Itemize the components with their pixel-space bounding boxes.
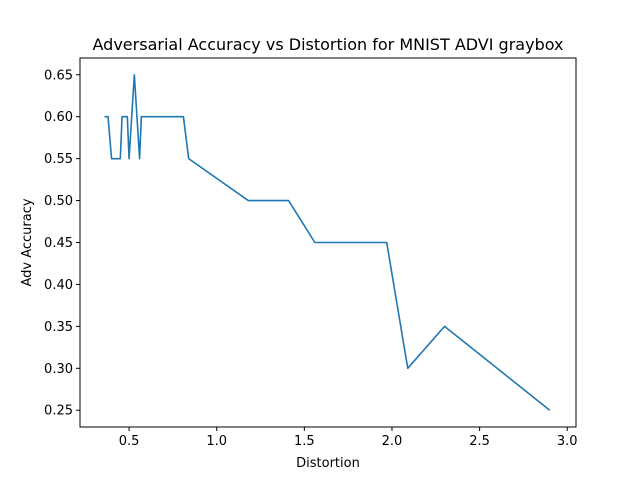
x-tick-label: 1.5 (294, 434, 315, 449)
x-tick-label: 2.5 (469, 434, 490, 449)
chart-title: Adversarial Accuracy vs Distortion for M… (93, 35, 564, 54)
y-tick-label: 0.25 (44, 404, 73, 419)
y-tick-label: 0.35 (44, 320, 73, 335)
x-tick-label: 0.5 (119, 434, 140, 449)
x-tick-label: 2.0 (382, 434, 403, 449)
y-tick-label: 0.55 (44, 152, 73, 167)
plot-frame (79, 57, 577, 428)
y-tick-label: 0.30 (44, 362, 73, 377)
y-tick-label: 0.50 (44, 194, 73, 209)
y-tick-label: 0.45 (44, 236, 73, 251)
x-axis-title: Distortion (296, 456, 360, 471)
axes-layer: 0.5 1.0 1.5 2.0 2.5 3.0 0.25 0.30 0.35 0.40 0.45 0.… (44, 68, 578, 449)
series-line (104, 73, 551, 411)
series-layer (104, 73, 551, 411)
y-tick-label: 0.40 (44, 278, 73, 293)
y-axis-title: Adv Accuracy (20, 198, 35, 286)
x-tick-label: 1.0 (206, 434, 227, 449)
y-tick-label: 0.60 (44, 110, 73, 125)
x-tick-label: 3.0 (557, 434, 578, 449)
y-tick-label: 0.65 (44, 68, 73, 83)
